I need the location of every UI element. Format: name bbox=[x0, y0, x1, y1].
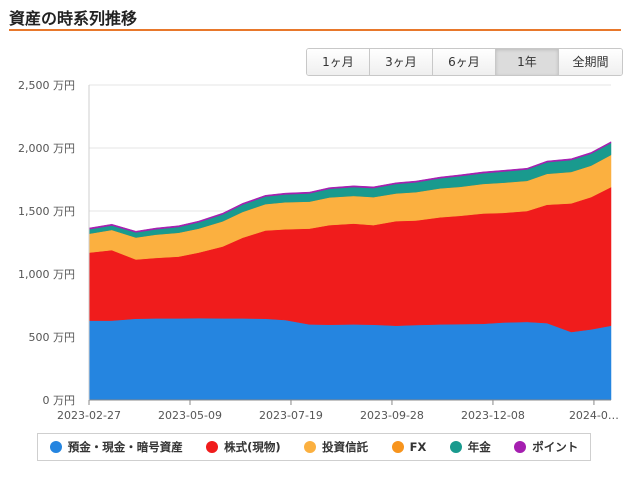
title-underline bbox=[9, 29, 621, 31]
page-title: 資産の時系列推移 bbox=[9, 9, 138, 28]
area-series-5 bbox=[88, 141, 612, 233]
x-tick-labels: 2023-02-27 2023-05-09 2023-07-19 2023-09-28… bbox=[57, 409, 619, 422]
y-tick-labels: 0 万円 500 万円 1,000 万円 1,500 万円 2,000 万円 2,500 … bbox=[18, 79, 75, 407]
y-tick-label: 1,000 万円 bbox=[18, 268, 75, 281]
range-button-6-months[interactable]: 6ヶ月 bbox=[433, 49, 496, 75]
legend-dot-icon bbox=[449, 441, 462, 453]
legend-item[interactable]: 投資信託 bbox=[304, 439, 368, 455]
stacked-areas bbox=[88, 141, 612, 401]
x-tick-label: 2023-02-27 bbox=[57, 409, 121, 422]
legend-item[interactable]: 預金・現金・暗号資産 bbox=[49, 439, 183, 455]
range-button-3-months[interactable]: 3ヶ月 bbox=[370, 49, 433, 75]
legend-label: ポイント bbox=[532, 440, 579, 454]
y-tick-label: 0 万円 bbox=[43, 394, 76, 407]
legend-label: 投資信託 bbox=[322, 440, 369, 454]
x-tick-label: 2024-0… bbox=[569, 409, 619, 422]
range-selector: 1ヶ月 3ヶ月 6ヶ月 1年 全期間 bbox=[306, 48, 623, 76]
y-tick-label: 2,500 万円 bbox=[18, 79, 75, 92]
axes bbox=[88, 85, 611, 405]
x-tick-label: 2023-09-28 bbox=[360, 409, 424, 422]
legend-dot-icon bbox=[49, 441, 62, 453]
y-tick-label: 1,500 万円 bbox=[18, 205, 75, 218]
legend-item[interactable]: 年金 bbox=[449, 439, 491, 455]
asset-history-chart: 0 万円 500 万円 1,000 万円 1,500 万円 2,000 万円 2,500 … bbox=[18, 79, 619, 422]
x-tick-label: 2023-07-19 bbox=[259, 409, 323, 422]
y-tick-label: 2,000 万円 bbox=[18, 142, 75, 155]
legend-label: FX bbox=[409, 440, 427, 454]
legend-item[interactable]: 株式(現物) bbox=[206, 439, 281, 455]
legend-label: 株式(現物) bbox=[224, 440, 281, 454]
range-button-1-year[interactable]: 1年 bbox=[496, 49, 559, 75]
legend-label: 年金 bbox=[467, 440, 491, 454]
legend-dot-icon bbox=[391, 441, 404, 453]
range-button-1-month[interactable]: 1ヶ月 bbox=[307, 49, 370, 75]
x-tick-label: 2023-12-08 bbox=[461, 409, 525, 422]
legend-label: 預金・現金・暗号資産 bbox=[67, 440, 183, 454]
legend-item[interactable]: FX bbox=[391, 440, 427, 454]
chart-legend: 預金・現金・暗号資産 株式(現物) 投資信託 FX 年金 ポイント bbox=[37, 433, 591, 461]
range-button-all[interactable]: 全期間 bbox=[559, 49, 622, 75]
x-tick-label: 2023-05-09 bbox=[158, 409, 222, 422]
legend-dot-icon bbox=[514, 441, 527, 453]
legend-item[interactable]: ポイント bbox=[514, 439, 578, 455]
y-tick-label: 500 万円 bbox=[29, 331, 76, 344]
legend-dot-icon bbox=[206, 441, 219, 453]
area-series-0 bbox=[88, 317, 612, 401]
legend-dot-icon bbox=[304, 441, 317, 453]
